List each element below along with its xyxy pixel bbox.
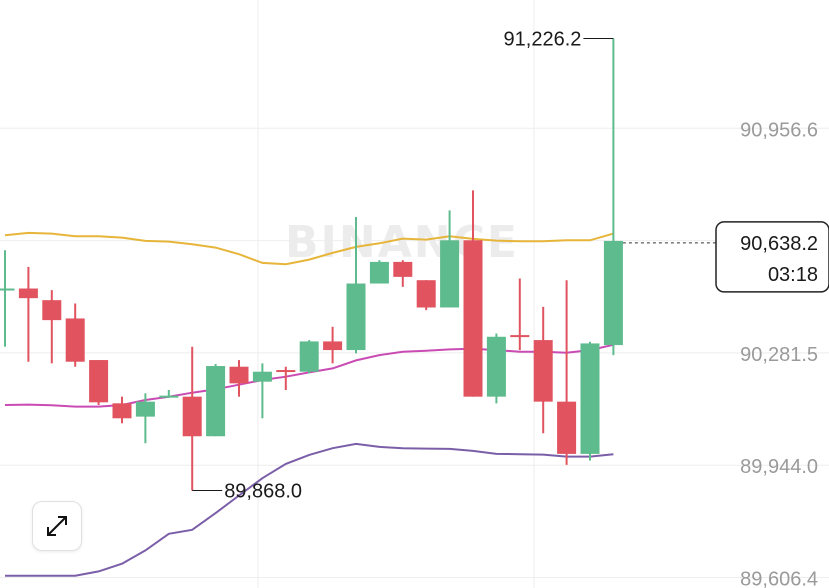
annotations: 91,226.2 89,868.0 [192, 29, 614, 502]
candle [440, 210, 460, 308]
candle [323, 326, 343, 364]
upper-band-line [4, 231, 614, 266]
candle-body [42, 300, 62, 321]
candle-body [65, 318, 85, 362]
candle-body [510, 335, 530, 338]
candle-body [463, 240, 483, 397]
candle-body [557, 401, 577, 454]
candle-body [89, 360, 109, 403]
candle [393, 260, 413, 287]
candle-countdown-label: 03:18 [768, 264, 818, 286]
candle-body [0, 288, 15, 291]
candle-body [580, 343, 600, 454]
candle [252, 363, 272, 419]
candle [510, 278, 530, 351]
current-price-label: 90,638.2 [740, 233, 818, 255]
current-price-box [715, 221, 829, 293]
candle [580, 341, 600, 461]
price-tick-label: 90,956.6 [740, 119, 818, 141]
candle [0, 250, 15, 347]
candle-body [393, 261, 413, 277]
candle [182, 346, 202, 491]
candle [65, 303, 85, 367]
candle [276, 366, 296, 391]
lower-band-line [5, 442, 614, 577]
candle [463, 190, 483, 397]
candle-body [182, 396, 202, 437]
high-price-label: 91,226.2 [504, 29, 582, 51]
candle-body [533, 340, 553, 402]
candle [229, 360, 249, 397]
candle [603, 38, 623, 356]
candle [206, 364, 226, 437]
bollinger-bands [4, 231, 614, 577]
candle-body [159, 395, 179, 398]
candle [486, 333, 506, 404]
price-axis: 90,956.690,619.090,281.589,944.089,606.4 [740, 119, 818, 588]
candle-body [135, 401, 155, 417]
candle [89, 360, 109, 405]
candle-body [18, 288, 38, 299]
current-price-marker: 90,638.2 03:18 [622, 221, 829, 293]
candle [346, 216, 366, 354]
expand-arrows-icon [47, 516, 67, 536]
price-tick-label: 89,944.0 [740, 456, 818, 478]
expand-button[interactable] [32, 501, 82, 551]
price-tick-label: 90,281.5 [740, 344, 818, 366]
candle [18, 266, 38, 362]
price-tick-label: 89,606.4 [740, 569, 818, 588]
low-price-label: 89,868.0 [224, 480, 302, 502]
candle-body [252, 371, 272, 382]
candle-body [112, 403, 132, 419]
candle [112, 396, 132, 424]
candle-body [369, 261, 389, 284]
candle [42, 290, 62, 364]
candle [557, 280, 577, 465]
candle-body [206, 366, 226, 437]
candle [159, 390, 179, 398]
candle-body [323, 341, 343, 351]
candle [299, 340, 319, 374]
candle-body [486, 336, 506, 397]
candle [416, 280, 436, 311]
candle [533, 306, 553, 434]
candle [369, 260, 389, 284]
candle-body [229, 366, 249, 384]
candle-body [276, 370, 296, 373]
candle-body [440, 240, 460, 308]
candles [0, 38, 623, 491]
candle-body [299, 341, 319, 372]
candle-body [416, 280, 436, 308]
candle [135, 393, 155, 444]
candle-body [346, 283, 366, 351]
candle-body [603, 240, 623, 346]
